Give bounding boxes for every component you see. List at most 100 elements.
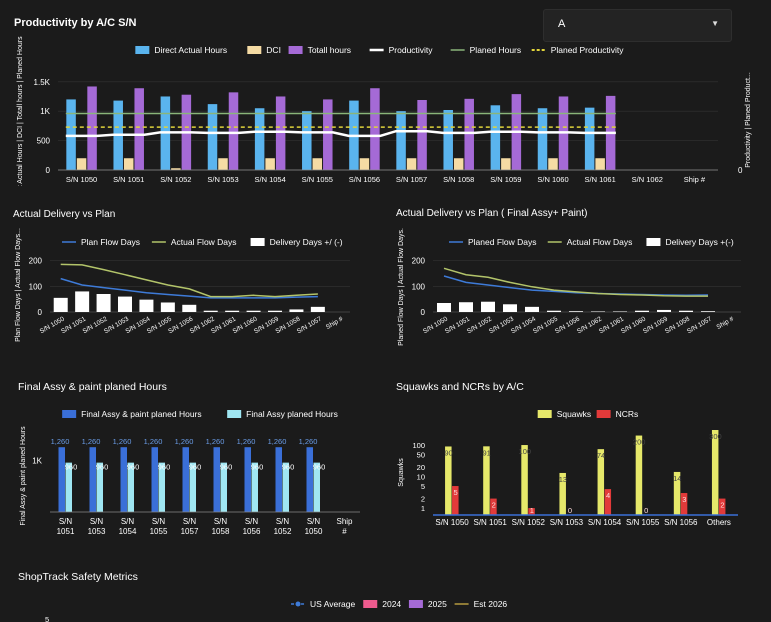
bar-dci bbox=[359, 158, 370, 170]
bar-squawks bbox=[673, 471, 681, 515]
y-tick-label: 100 bbox=[412, 282, 426, 291]
data-label: 960 bbox=[189, 463, 202, 472]
bar-dci bbox=[171, 168, 181, 170]
data-label: 13 bbox=[559, 475, 567, 484]
bar-delivery-days bbox=[96, 294, 111, 312]
data-label: 1,260 bbox=[237, 437, 256, 446]
x-tick-label: Ship # bbox=[325, 315, 345, 330]
bar-squawks bbox=[597, 449, 605, 515]
x-tick-label: S/N bbox=[276, 517, 290, 526]
bar-delivery-days bbox=[310, 306, 325, 312]
legend-planed-flow-days-label: Planed Flow Days bbox=[468, 237, 537, 247]
legend-direct-actual-hours-swatch bbox=[135, 46, 150, 54]
legend-delivery-days--swatch bbox=[646, 238, 661, 246]
aircraft-select-value: A bbox=[558, 18, 566, 30]
legend-planed-hours-label: Planed Hours bbox=[470, 45, 522, 55]
bar-ncrs bbox=[452, 486, 459, 515]
bar-squawks bbox=[711, 430, 719, 515]
bar-ncrs bbox=[528, 508, 535, 515]
x-tick-label: S/N 1050 bbox=[66, 175, 97, 184]
data-label: 1,260 bbox=[206, 437, 225, 446]
y-tick-label: 2 bbox=[421, 495, 425, 504]
legend-est-2026-label: Est 2026 bbox=[474, 599, 508, 609]
y-tick-label: 500 bbox=[37, 137, 51, 146]
legend-delivery-days--swatch bbox=[250, 238, 265, 246]
data-label: 74 bbox=[597, 451, 605, 460]
bar-totall-hours bbox=[275, 96, 286, 170]
bar-direct-actual-hours bbox=[254, 108, 265, 170]
legend-us-average-marker bbox=[295, 601, 301, 607]
x-tick-label: # bbox=[342, 527, 347, 536]
data-label: 960 bbox=[313, 463, 326, 472]
bar-ncrs bbox=[718, 498, 726, 515]
x-tick-label: Ship # bbox=[684, 175, 706, 184]
data-label: 0 bbox=[644, 506, 648, 515]
x-tick-label: S/N 1054 bbox=[588, 518, 622, 527]
bar-delivery-days bbox=[547, 310, 561, 312]
legend-dci-swatch bbox=[247, 46, 262, 54]
y-axis-label: Direct Actual Hours | DCI | Totall hours… bbox=[17, 36, 24, 186]
bar-final-assy-paint-planed-hours bbox=[182, 447, 189, 512]
bar-ncrs bbox=[490, 498, 497, 515]
x-tick-label: S/N 1061 bbox=[585, 175, 616, 184]
data-label: 1,260 bbox=[82, 437, 101, 446]
line-actual-flow-days bbox=[60, 263, 318, 298]
y-tick-label: 0 bbox=[46, 166, 51, 175]
bar-dci bbox=[265, 158, 275, 170]
delivery-final-title: Actual Delivery vs Plan ( Final Assy+ Pa… bbox=[396, 208, 588, 219]
data-label: 960 bbox=[251, 463, 264, 472]
data-label: 0 bbox=[568, 506, 572, 515]
y-tick-label: 1 bbox=[421, 504, 425, 513]
x-tick-label: S/N 1052 bbox=[160, 175, 191, 184]
chevron-down-icon: ▼ bbox=[711, 19, 719, 28]
data-label: 960 bbox=[220, 463, 233, 472]
bar-direct-actual-hours bbox=[537, 108, 548, 170]
legend-final-assy-planed-hours-swatch bbox=[227, 410, 242, 418]
data-label: 90 bbox=[444, 448, 452, 457]
data-label: 1 bbox=[530, 506, 534, 515]
bar-squawks bbox=[445, 446, 452, 515]
bar-totall-hours bbox=[370, 88, 380, 170]
bar-dci bbox=[501, 158, 511, 170]
productivity-title: Productivity by A/C S/N bbox=[14, 17, 137, 29]
bar-direct-actual-hours bbox=[584, 107, 595, 170]
delivery-chart: Plan Flow Days Actual Flow Days Delivery D… bbox=[15, 228, 350, 342]
x-tick-label: S/N 1057 bbox=[296, 315, 323, 335]
x-tick-label: S/N bbox=[59, 517, 73, 526]
bar-direct-actual-hours bbox=[443, 110, 453, 170]
bar-final-assy-paint-planed-hours bbox=[151, 447, 158, 512]
bar-final-assy-planed-hours bbox=[313, 462, 320, 512]
bar-squawks bbox=[635, 435, 643, 515]
y-axis-label: Plan Flow Days | Actual Flow Days... bbox=[15, 228, 22, 342]
x-tick-label: Others bbox=[707, 518, 731, 527]
x-tick-label: S/N 1062 bbox=[632, 175, 663, 184]
bar-final-assy-planed-hours bbox=[189, 462, 196, 512]
legend-2025-label: 2025 bbox=[428, 599, 447, 609]
y-axis-label: Squawks bbox=[398, 458, 405, 487]
legend-dci-label: DCI bbox=[266, 45, 281, 55]
x-tick-label: S/N bbox=[152, 517, 166, 526]
bar-delivery-days bbox=[225, 310, 240, 312]
bar-delivery-days bbox=[139, 299, 154, 312]
data-label: 1,260 bbox=[175, 437, 194, 446]
bar-direct-actual-hours bbox=[396, 111, 406, 170]
bar-totall-hours bbox=[323, 99, 333, 170]
bar-delivery-days bbox=[657, 309, 671, 312]
x-tick-label: Ship # bbox=[716, 315, 736, 330]
y-tick-label: 1.5K bbox=[34, 78, 51, 87]
bar-delivery-days bbox=[591, 311, 605, 312]
bar-delivery-days bbox=[503, 304, 517, 312]
legend-ncrs-label: NCRs bbox=[616, 409, 639, 419]
legend-delivery-days--label: Delivery Days +/ (-) bbox=[270, 237, 343, 247]
bar-dci bbox=[123, 158, 134, 170]
bar-squawks bbox=[559, 472, 566, 515]
bar-final-assy-planed-hours bbox=[96, 462, 103, 512]
y-axis-label: Planed Flow Days | Actual Flow Days... bbox=[398, 228, 405, 346]
aircraft-select[interactable]: A ▼ bbox=[543, 9, 732, 42]
data-label: 1,260 bbox=[299, 437, 318, 446]
bar-totall-hours bbox=[464, 98, 474, 170]
bar-dci bbox=[595, 158, 605, 170]
bar-squawks bbox=[483, 446, 490, 515]
x-tick-label: S/N 1059 bbox=[490, 175, 521, 184]
